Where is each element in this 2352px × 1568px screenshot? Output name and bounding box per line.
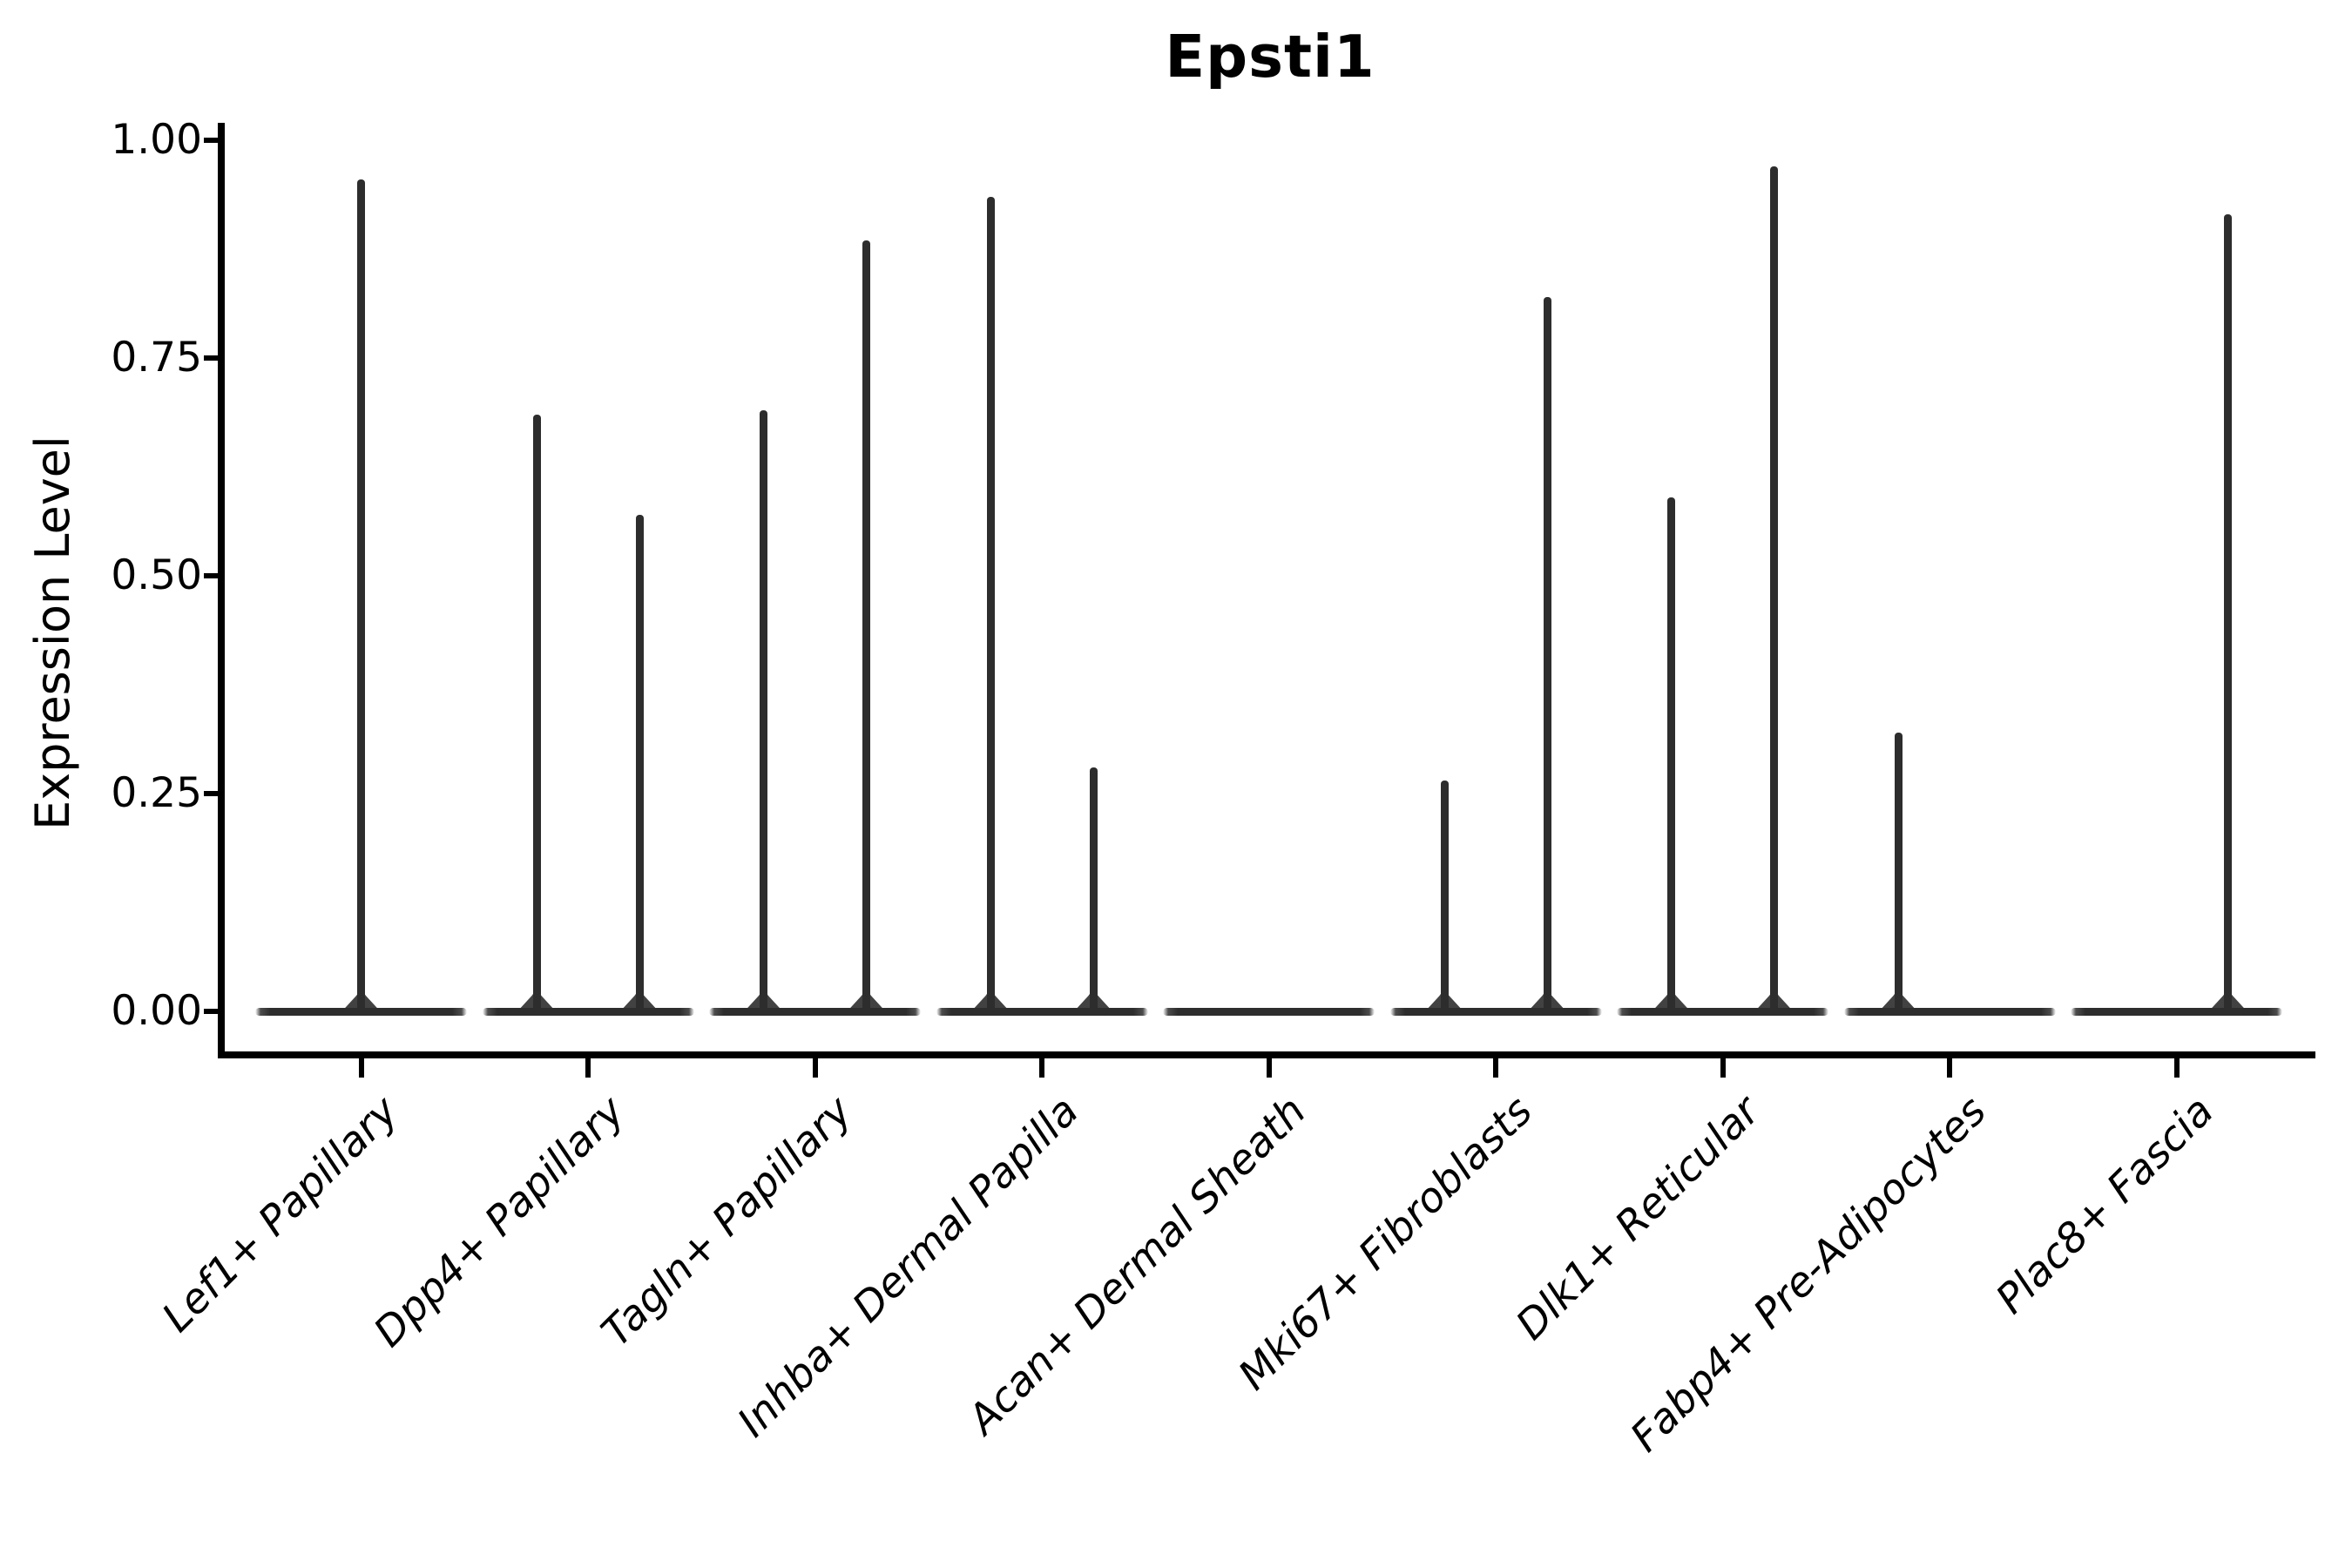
- x-axis-category-label: Mki67+ Fibroblasts: [1229, 1087, 1542, 1400]
- violin-zero-baseline: [255, 1007, 467, 1016]
- violin-zero-baseline: [1617, 1007, 1828, 1016]
- x-axis-category-label: Fabp4+ Pre-Adipocytes: [1621, 1087, 1996, 1462]
- y-axis-tick-label: 0.25: [111, 769, 202, 817]
- x-axis-tick: [1266, 1058, 1272, 1078]
- x-axis-category-label: Acan+ Dermal Sheath: [958, 1087, 1315, 1444]
- violin-spike: [1543, 297, 1551, 1011]
- violin-spike: [2224, 214, 2232, 1011]
- violin-spike: [760, 410, 767, 1011]
- violin-zero-baseline: [709, 1007, 921, 1016]
- violin-zero-baseline: [1843, 1007, 2056, 1016]
- x-axis-tick: [358, 1058, 364, 1078]
- violin-spike: [862, 240, 870, 1011]
- violin-spike: [357, 179, 365, 1011]
- x-axis-tick: [812, 1058, 818, 1078]
- plot-area: [218, 123, 2315, 1058]
- violin-spike: [1089, 767, 1098, 1011]
- x-axis-tick: [585, 1058, 591, 1078]
- y-axis-tick-label: 1.00: [111, 116, 202, 164]
- violin-spike: [1894, 733, 1903, 1011]
- x-axis-category-label: Dpp4+ Papillary: [364, 1087, 634, 1357]
- violin-zero-baseline: [936, 1007, 1148, 1016]
- violin-zero-baseline: [1389, 1007, 1602, 1016]
- x-axis-category-label: Dlk1+ Reticular: [1506, 1087, 1769, 1349]
- violin-spike: [986, 197, 995, 1011]
- x-axis-category-label: Lef1+ Papillary: [152, 1087, 408, 1342]
- x-axis-tick: [2173, 1058, 2180, 1078]
- x-axis-tick: [1493, 1058, 1498, 1078]
- violin-zero-baseline: [482, 1007, 694, 1016]
- violin-spike: [1667, 497, 1675, 1011]
- y-axis-tick: [204, 355, 218, 361]
- violin-zero-baseline: [2071, 1007, 2282, 1016]
- violin-spike: [1770, 166, 1778, 1011]
- violin-spike: [1440, 781, 1449, 1011]
- y-axis-tick-label: 0.50: [111, 551, 202, 599]
- violin-spike: [635, 515, 644, 1011]
- x-axis-category-label: Plac8+ Fascia: [1986, 1087, 2223, 1324]
- y-axis-tick: [204, 791, 218, 796]
- y-axis-tick-label: 0.75: [111, 334, 202, 382]
- y-axis-tick-label: 0.00: [111, 987, 202, 1035]
- violin-zero-baseline: [1163, 1007, 1375, 1016]
- x-axis-tick: [1720, 1058, 1726, 1078]
- y-axis-tick: [204, 1009, 218, 1014]
- violin-spike: [532, 415, 541, 1011]
- chart-title: Epsti1: [1165, 23, 1375, 91]
- x-axis-category-label: Inhba+ Dermal Papilla: [728, 1087, 1088, 1447]
- x-axis-tick: [1947, 1058, 1952, 1078]
- x-axis-tick: [1039, 1058, 1044, 1078]
- x-axis-category-label: Tagln+ Papillary: [591, 1087, 862, 1356]
- y-axis-tick: [204, 138, 218, 143]
- y-axis-tick: [204, 573, 218, 578]
